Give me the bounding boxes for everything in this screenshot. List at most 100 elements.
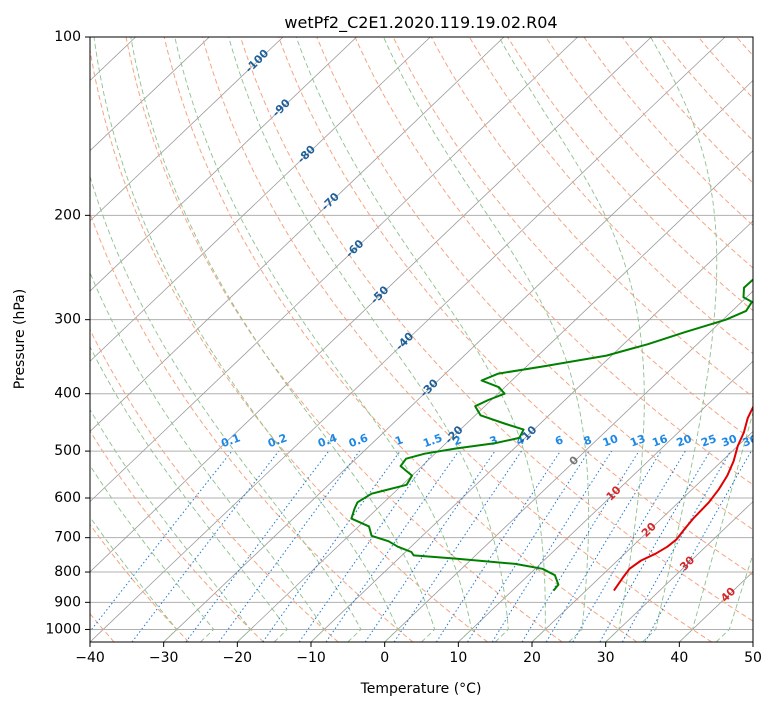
mixing-ratio-line — [467, 450, 590, 642]
mixing-ratio-label: 1 — [393, 433, 405, 448]
y-tick-label: 600 — [54, 490, 81, 506]
isotherm-line — [90, 37, 284, 222]
mixing-ratio-line — [90, 450, 233, 633]
moist-adiabat — [130, 37, 436, 642]
dry-adiabat — [90, 211, 414, 642]
y-tick-label: 900 — [54, 594, 81, 610]
isotherm-line — [90, 37, 652, 573]
moist-adiabat — [90, 408, 251, 642]
y-tick-label: 700 — [54, 530, 81, 546]
moist-adiabat — [383, 37, 590, 642]
mixing-ratio-label: 30 — [720, 432, 739, 450]
isotherm-line — [90, 37, 210, 152]
isotherm-line — [752, 641, 753, 642]
mixing-ratio-line — [185, 450, 330, 642]
plot-frame — [89, 36, 754, 643]
mixing-ratio-label: 0.4 — [316, 431, 339, 450]
x-axis-label: Temperature (°C) — [360, 681, 482, 697]
mixing-ratio-line — [325, 450, 460, 642]
dry-adiabat — [90, 328, 339, 642]
dry-adiabat — [90, 523, 190, 642]
y-tick-label: 500 — [54, 443, 81, 459]
profile-lines — [350, 278, 753, 592]
moist-adiabat — [93, 37, 399, 642]
y-axis-label: Pressure (hPa) — [12, 289, 28, 389]
mixing-ratio-label: 16 — [650, 432, 669, 450]
dry-adiabat — [125, 37, 563, 642]
mixing-ratio-line — [644, 450, 752, 642]
mixing-ratio-label: 13 — [628, 432, 647, 449]
y-tick-label: 800 — [54, 564, 81, 580]
isotherm-line — [384, 290, 753, 642]
dry-adiabat — [583, 37, 753, 227]
moist-adiabat — [642, 37, 718, 642]
mixing-ratio-label: 0.2 — [266, 431, 289, 450]
dewpoint-profile-line — [350, 278, 753, 592]
isotherm-line — [0, 37, 62, 642]
isotherm-label: -100 — [243, 47, 272, 76]
mixing-ratio-line — [491, 450, 613, 642]
mixing-ratio-line — [599, 450, 711, 642]
mixing-ratio-line — [521, 450, 640, 642]
moist-adiabat — [228, 37, 509, 642]
mixing-ratio-label: 20 — [675, 432, 694, 450]
mixing-ratio-label: 1.5 — [421, 431, 444, 450]
mixing-ratio-label: 0.1 — [219, 431, 242, 450]
dry-adiabat — [240, 37, 753, 622]
dry-adiabat — [468, 37, 753, 355]
x-tick-label: 20 — [523, 650, 541, 666]
isotherm-line — [90, 37, 578, 503]
y-tick-label: 400 — [54, 386, 81, 402]
moist-adiabat — [295, 37, 546, 642]
mixing-ratio-line — [364, 450, 496, 642]
mixing-ratio-label: 4 — [514, 433, 526, 448]
isotherm-line — [90, 37, 431, 362]
dry-adiabat — [90, 47, 488, 642]
chart-title: wetPf2_C2E1.2020.119.19.02.R04 — [284, 13, 557, 33]
isotherm-line — [310, 220, 753, 642]
mixing-ratio-label: 0.6 — [347, 431, 370, 450]
mixing-ratio-label: 8 — [582, 433, 594, 448]
x-tick-label: 40 — [670, 650, 688, 666]
isotherm-line — [237, 150, 753, 642]
line-labels: 0.1 0.2 0.4 0.6 1 1.5 2 3 4 6 8 10 13 16 20 25 30 36-100-… — [219, 47, 753, 605]
moist-adiabat — [90, 464, 215, 642]
y-tick-label: 100 — [54, 29, 81, 45]
isotherm-line — [90, 37, 726, 642]
x-axis: −40 −30 −20 −10 0 10 20 30 40 50 — [75, 642, 762, 666]
isotherm-line — [605, 501, 753, 642]
moist-adiabat — [498, 37, 645, 642]
dry-adiabat — [621, 37, 753, 184]
dry-adiabat — [392, 37, 753, 442]
isotherm-line — [163, 79, 753, 642]
dry-adiabat — [201, 37, 712, 642]
x-tick-label: −40 — [75, 650, 105, 666]
mixing-ratio-label: 6 — [553, 433, 565, 448]
y-tick-label: 200 — [54, 207, 81, 223]
dry-adiabat — [90, 429, 264, 642]
moist-adiabat — [678, 410, 753, 642]
isotherm-line — [90, 37, 357, 292]
mixing-ratio-line — [298, 450, 435, 642]
background-lines — [0, 37, 753, 642]
moist-adiabat — [174, 37, 472, 642]
x-tick-label: 30 — [597, 650, 615, 666]
moist-adiabat — [715, 552, 753, 642]
mixing-ratio-label: 3 — [488, 433, 500, 448]
isotherm-line — [458, 360, 753, 642]
x-tick-label: −20 — [223, 650, 253, 666]
moist-adiabat — [90, 345, 288, 642]
x-tick-label: 0 — [380, 650, 389, 666]
mixing-ratio-line — [218, 450, 360, 642]
isotherm-line — [531, 430, 753, 642]
dry-adiabat — [163, 37, 638, 642]
mixing-ratio-label: 25 — [699, 432, 718, 449]
mixing-ratio-label: 10 — [601, 432, 620, 450]
mixing-ratio-line — [262, 450, 401, 642]
x-tick-label: 10 — [449, 650, 467, 666]
x-tick-label: 50 — [744, 650, 762, 666]
mixing-ratio-line — [435, 450, 561, 642]
mixing-ratio-label: 2 — [452, 433, 464, 448]
isotherm-line — [679, 571, 753, 642]
